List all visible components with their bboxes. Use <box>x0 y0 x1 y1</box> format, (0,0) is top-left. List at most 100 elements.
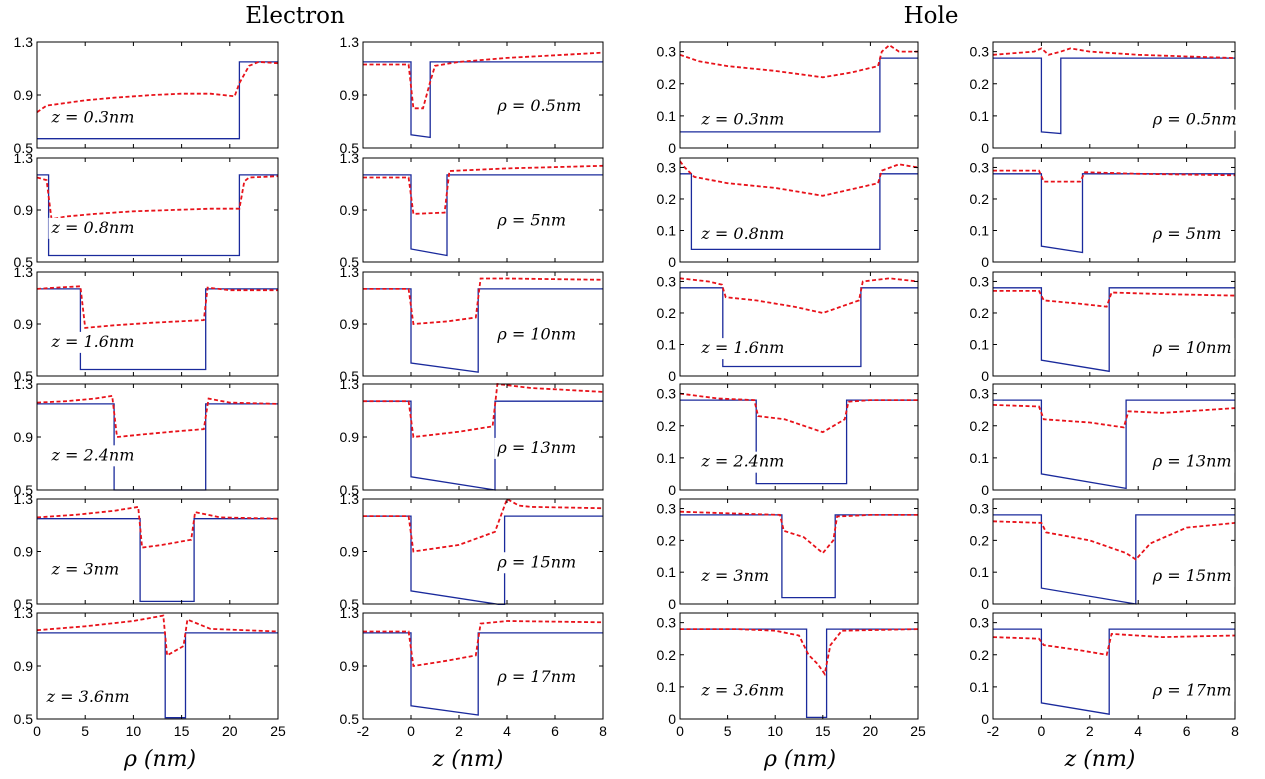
y-tick-label: 0 <box>668 596 676 612</box>
panel-frame <box>992 157 1236 263</box>
y-tick-label: 0 <box>981 140 989 156</box>
y-tick-label: 0.1 <box>970 336 990 352</box>
panel-annotation: z = 0.3nm <box>50 108 134 127</box>
panel-annotation: z = 3nm <box>700 566 769 585</box>
panel-c4-r5: 0 0.1 0.2 0.3 ρ = 15nm <box>970 498 1236 612</box>
annotation-bg <box>698 565 773 587</box>
panel-frame <box>992 383 1236 491</box>
panel-c3-r4: 0 0.1 0.2 0.3 z = 2.4nm <box>657 383 919 498</box>
y-tick-label: 0 <box>668 140 676 156</box>
dashed-series-line <box>37 505 278 549</box>
y-tick-label: 0.1 <box>970 679 990 695</box>
y-tick-label: 0.1 <box>657 336 677 352</box>
dashed-series-line <box>993 289 1235 308</box>
y-tick-label: 0.5 <box>14 254 34 270</box>
electron-z-xlabel: z (nm) <box>432 747 504 772</box>
annotation-bg <box>494 324 580 346</box>
y-tick-label: 0 <box>981 368 989 384</box>
panel-annotation: ρ = 17nm <box>1152 681 1232 700</box>
x-tick-label: 25 <box>910 723 926 739</box>
panel-annotation: z = 0.8nm <box>50 218 134 237</box>
y-tick-label: 0.5 <box>14 368 34 384</box>
x-tick-label: 6 <box>1183 723 1191 739</box>
panel-annotation: ρ = 5nm <box>1152 224 1222 243</box>
x-tick-label: 4 <box>1134 723 1142 739</box>
y-tick-label: 0.5 <box>340 254 360 270</box>
y-tick-label: 0.2 <box>657 647 677 663</box>
hole-heading: Hole <box>904 3 959 29</box>
panel-frame <box>992 271 1236 377</box>
dashed-series-line <box>363 164 603 215</box>
panel-c2-r6: 0.5 0.9 1.3 -2 0 2 4 6 8 ρ = 17nm <box>340 605 608 739</box>
x-tick-label: 5 <box>81 723 89 739</box>
dashed-series-line <box>37 394 278 438</box>
y-tick-label: 0.9 <box>340 429 360 445</box>
dashed-series-line <box>680 510 918 555</box>
x-tick-label: 0 <box>676 723 684 739</box>
y-tick-label: 0.2 <box>970 76 990 92</box>
panel-frame <box>679 383 919 491</box>
annotation-bg <box>1149 109 1240 131</box>
y-tick-label: 0.2 <box>657 305 677 321</box>
solid-series-line <box>993 287 1235 373</box>
y-tick-label: 1.3 <box>14 150 34 166</box>
x-tick-label: 15 <box>174 723 190 739</box>
panel-c1-r4: 0.5 0.9 1.3 z = 2.4nm <box>14 376 279 498</box>
annotation-bg <box>698 109 788 131</box>
y-tick-label: 0.3 <box>970 501 990 517</box>
panel-frame <box>362 157 604 263</box>
y-tick-label: 1.3 <box>14 605 34 621</box>
panel-frame <box>992 41 1236 149</box>
annotation-bg <box>698 224 788 246</box>
annotation-bg <box>1149 338 1235 360</box>
panel-frame <box>992 498 1236 605</box>
panel-annotation: ρ = 0.5nm <box>1152 110 1237 129</box>
x-tick-label: 20 <box>863 723 879 739</box>
x-tick-label: 10 <box>126 723 142 739</box>
panel-c2-r1: 0.5 0.9 1.3 ρ = 0.5nm <box>340 34 604 156</box>
panel-annotation: z = 1.6nm <box>50 332 134 351</box>
solid-series-line <box>993 57 1235 135</box>
panel-c4-r2: 0 0.1 0.2 0.3 ρ = 5nm <box>970 157 1236 270</box>
panel-c3-r6: 0 0.1 0.2 0.3 0 5 10 15 20 25 z = 3.6nm <box>657 612 926 739</box>
y-tick-label: 0.1 <box>657 679 677 695</box>
panel-annotation: ρ = 13nm <box>496 438 576 457</box>
panel-c1-r5: 0.5 0.9 1.3 z = 3nm <box>14 491 279 612</box>
y-tick-label: 0.3 <box>657 159 677 175</box>
annotation-bg <box>48 559 123 581</box>
y-tick-label: 0.9 <box>340 87 360 103</box>
annotation-bg <box>494 95 585 117</box>
panel-annotation: z = 3.6nm <box>46 687 130 706</box>
y-tick-label: 0.5 <box>14 596 34 612</box>
y-tick-label: 0 <box>981 482 989 498</box>
solid-series-line <box>363 61 603 139</box>
solid-series-line <box>680 628 918 719</box>
dashed-series-line <box>680 628 918 677</box>
x-tick-label: 0 <box>1038 723 1046 739</box>
y-tick-label: 0 <box>668 368 676 384</box>
dashed-series-line <box>363 51 603 110</box>
solid-series-line <box>993 173 1235 254</box>
y-tick-label: 0 <box>668 482 676 498</box>
y-tick-label: 0.1 <box>657 108 677 124</box>
y-tick-label: 0.5 <box>14 482 34 498</box>
dashed-series-line <box>993 169 1235 183</box>
y-tick-label: 0.9 <box>340 544 360 560</box>
panel-annotation: z = 0.3nm <box>700 110 784 129</box>
dashed-series-line <box>363 620 603 668</box>
panel-frame <box>679 271 919 377</box>
y-tick-label: 0.1 <box>970 450 990 466</box>
x-tick-label: 8 <box>599 723 607 739</box>
solid-series-line <box>993 628 1235 715</box>
x-tick-label: 25 <box>270 723 286 739</box>
y-tick-label: 0.9 <box>14 429 34 445</box>
y-tick-label: 1.3 <box>340 491 360 507</box>
panel-annotation: z = 0.8nm <box>700 224 784 243</box>
y-tick-label: 0.3 <box>970 44 990 60</box>
panel-c4-r6: 00.10.20.3-2 0 2 4 6 8ρ = 17nm <box>970 612 1239 739</box>
y-tick-label: 0.9 <box>14 202 34 218</box>
y-tick-label: 1.3 <box>340 264 360 280</box>
y-tick-label: 0.2 <box>970 305 990 321</box>
y-tick-label: 0.2 <box>657 191 677 207</box>
solid-series-line <box>993 514 1235 605</box>
